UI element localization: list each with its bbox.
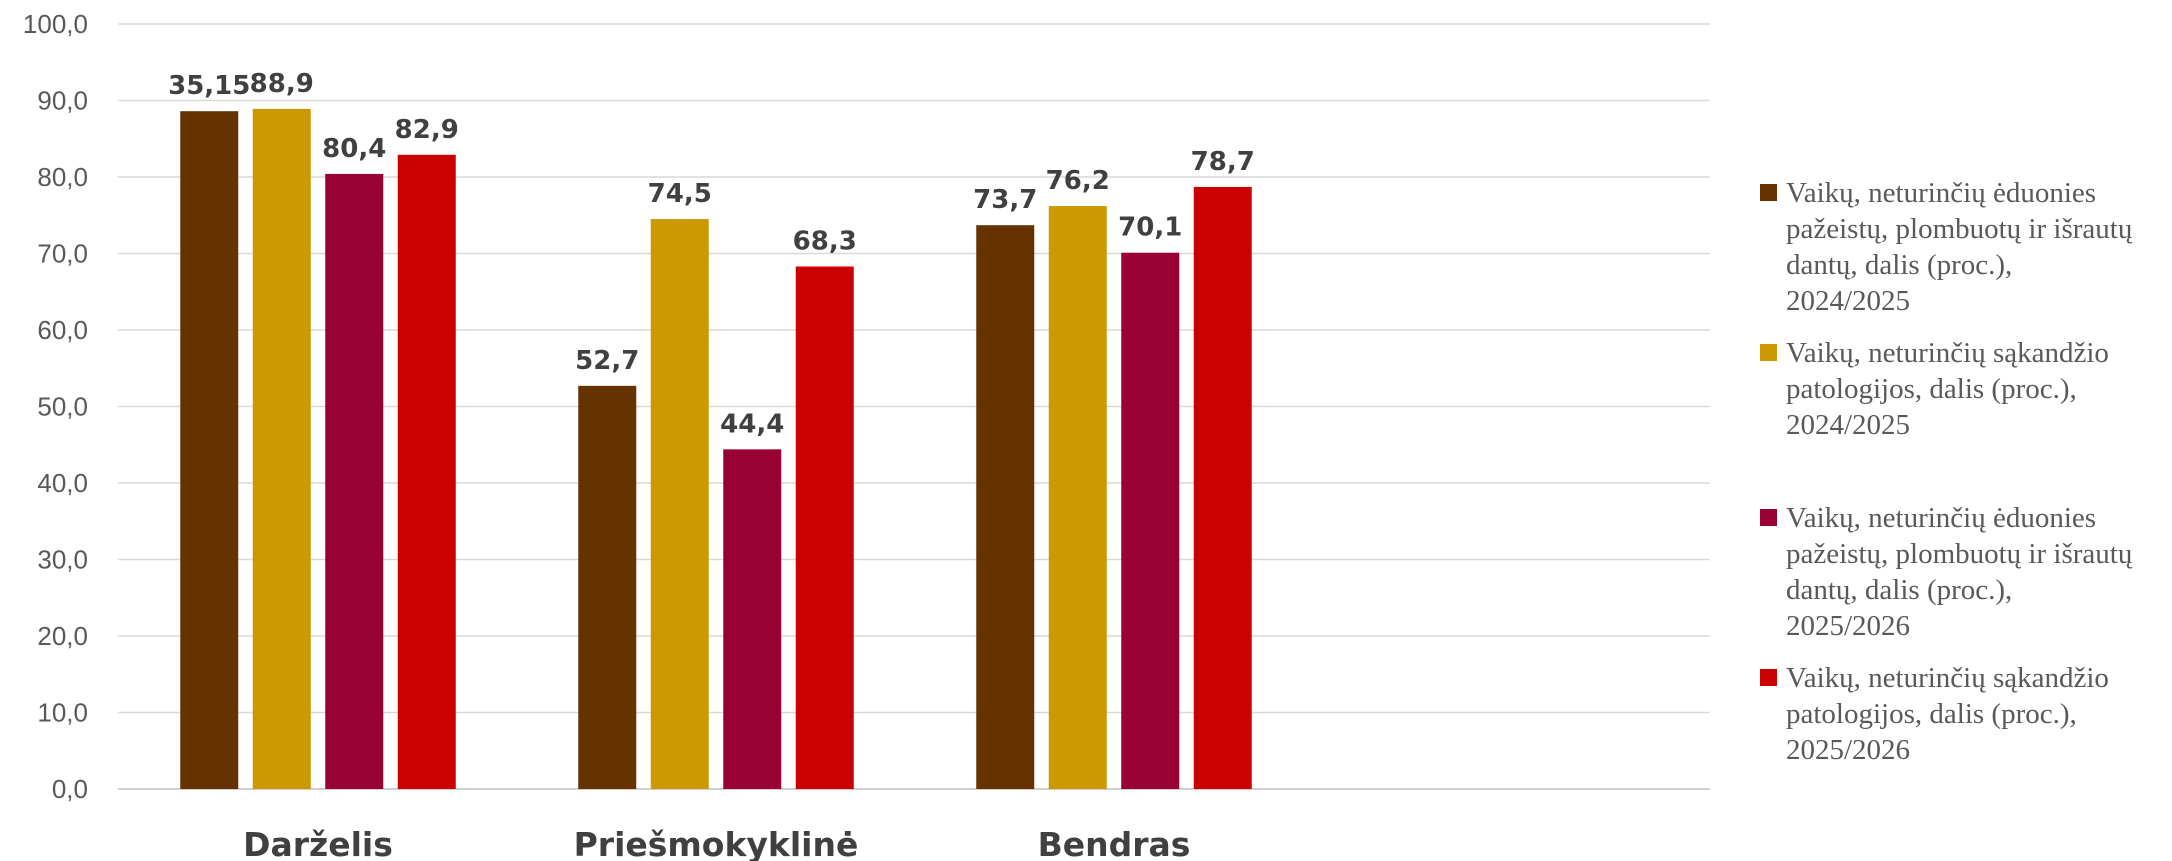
bar — [180, 111, 239, 789]
data-label: 44,4 — [720, 409, 784, 439]
bar — [1193, 186, 1252, 789]
y-tick-label: 100,0 — [23, 9, 88, 39]
data-label: 68,3 — [793, 227, 857, 257]
legend: Vaikų, neturinčių ėduonies pažeistų, plom… — [1760, 177, 2133, 766]
legend-label: 2025/2026 — [1786, 610, 1910, 642]
y-tick-label: 70,0 — [37, 239, 88, 269]
legend-label: Vaikų, neturinčių sąkandžio — [1786, 337, 2109, 369]
category-label: Priešmokyklinė — [574, 825, 859, 861]
legend-label: 2024/2025 — [1786, 409, 1910, 441]
data-label: 70,1 — [1118, 213, 1182, 243]
y-tick-label: 10,0 — [37, 698, 88, 728]
category-label: Darželis — [243, 825, 393, 861]
legend-label: Vaikų, neturinčių ėduonies — [1786, 502, 2096, 534]
bar — [578, 385, 637, 789]
legend-label: Vaikų, neturinčių ėduonies — [1786, 177, 2096, 209]
data-label: 88,9 — [250, 69, 314, 99]
y-tick-label: 50,0 — [37, 392, 88, 422]
y-axis-ticks: 0,0 10,0 20,0 30,0 40,0 50,0 60,0 70,0 80,0 90,0 1… — [23, 9, 88, 804]
legend-label: Vaikų, neturinčių sąkandžio — [1786, 662, 2109, 694]
legend-label: patologijos, dalis (proc.), — [1786, 373, 2077, 405]
bar — [795, 266, 854, 789]
category-label: Bendras — [1038, 825, 1191, 861]
data-label: 73,7 — [973, 185, 1037, 215]
legend-swatch — [1760, 184, 1777, 201]
bar — [723, 449, 782, 789]
y-tick-label: 20,0 — [37, 621, 88, 651]
legend-swatch — [1760, 509, 1777, 526]
y-tick-label: 40,0 — [37, 468, 88, 498]
bars — [180, 108, 1252, 790]
y-tick-label: 30,0 — [37, 545, 88, 575]
data-label: 78,7 — [1191, 147, 1255, 177]
bar — [1048, 206, 1107, 789]
bar — [650, 219, 709, 789]
bar — [397, 154, 456, 789]
gridlines — [118, 23, 1710, 790]
bar — [325, 173, 384, 789]
legend-swatch — [1760, 344, 1777, 361]
data-label: 35,15 — [168, 71, 250, 101]
x-axis-categories: Darželis Priešmokyklinė Bendras — [243, 825, 1190, 861]
bar — [976, 225, 1035, 789]
legend-label: pažeistų, plombuotų ir išrautų — [1786, 213, 2133, 245]
bar — [252, 108, 311, 790]
y-tick-label: 0,0 — [52, 774, 88, 804]
data-labels: 35,15 88,9 80,4 82,9 52,7 74,5 44,4 68,3 73,7 76,… — [168, 69, 1255, 439]
legend-label: patologijos, dalis (proc.), — [1786, 698, 2077, 730]
y-tick-label: 60,0 — [37, 315, 88, 345]
legend-swatch — [1760, 669, 1777, 686]
legend-label: dantų, dalis (proc.), — [1786, 574, 2012, 606]
data-label: 52,7 — [575, 346, 639, 376]
y-tick-label: 80,0 — [37, 162, 88, 192]
legend-label: dantų, dalis (proc.), — [1786, 249, 2012, 281]
y-tick-label: 90,0 — [37, 86, 88, 116]
legend-label: 2025/2026 — [1786, 734, 1910, 766]
legend-label: 2024/2025 — [1786, 285, 1910, 317]
data-label: 74,5 — [648, 179, 712, 209]
legend-label: pažeistų, plombuotų ir išrautų — [1786, 538, 2133, 570]
data-label: 80,4 — [322, 134, 386, 164]
data-label: 82,9 — [395, 115, 459, 145]
bar — [1121, 252, 1180, 790]
data-label: 76,2 — [1046, 166, 1110, 196]
